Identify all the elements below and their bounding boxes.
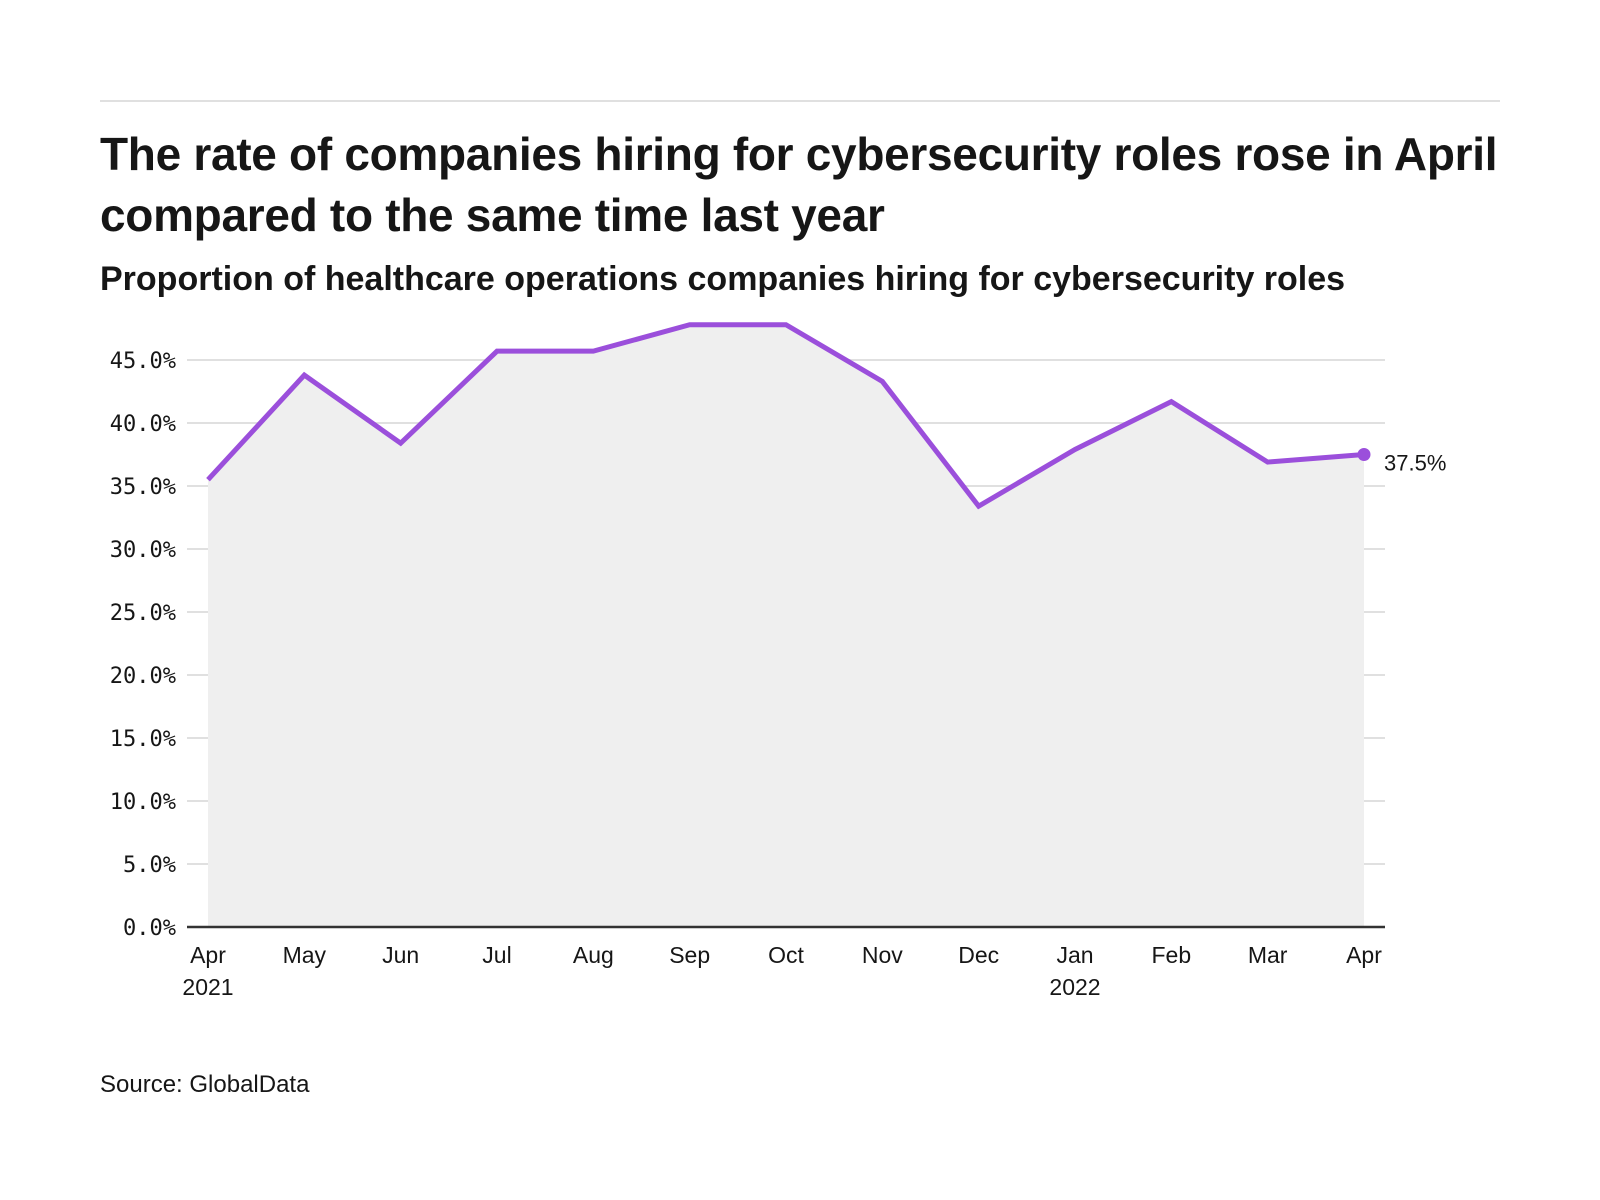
x-axis-ticks: Apr 2021 May Jun Jul Aug Sep Oct Nov Dec Jan 2022 Fe… [182,942,1382,1000]
source-note: Source: GlobalData [100,1071,310,1098]
x-tick-label: Nov [862,942,903,968]
y-axis-ticks: 0.0% 5.0% 10.0% 15.0% 20.0% 25.0% 30.0% 35.0% 40… [110,349,176,941]
y-tick-label: 20.0% [110,664,176,689]
x-tick-label: Oct [768,942,804,968]
x-tick-label: Sep [669,942,710,968]
x-tick-label: Dec [958,942,999,968]
x-tick-label: Apr [1346,942,1382,968]
y-tick-label: 0.0% [123,916,176,941]
x-tick-year-label: 2021 [182,974,233,1000]
series-line [206,322,1365,510]
y-tick-label: 5.0% [123,853,176,878]
x-tick-label: Feb [1152,942,1192,968]
x-tick-label: Jul [482,942,511,968]
x-tick-year-label: 2022 [1049,974,1100,1000]
y-tick-label: 40.0% [110,412,176,437]
x-tick-label: May [283,942,327,968]
y-tick-label: 10.0% [110,790,176,815]
y-tick-label: 15.0% [110,727,176,752]
chart-title: The rate of companies hiring for cyberse… [100,128,1498,241]
x-tick-label: Jan [1056,942,1093,968]
x-tick-label: Mar [1248,942,1288,968]
y-tick-label: 35.0% [110,475,176,500]
data-points [1357,448,1371,461]
chart-subtitle: Proportion of healthcare operations comp… [100,260,1346,298]
y-tick-label: 30.0% [110,538,176,563]
y-tick-label: 25.0% [110,601,176,626]
top-divider [100,100,1500,102]
y-tick-label: 45.0% [110,349,176,374]
area-fill [208,324,1364,928]
x-tick-label: Apr [190,942,226,968]
x-tick-label: Jun [382,942,419,968]
end-value-label: 37.5% [1384,451,1446,476]
x-tick-label: Aug [573,942,614,968]
end-point-marker [1357,448,1371,461]
